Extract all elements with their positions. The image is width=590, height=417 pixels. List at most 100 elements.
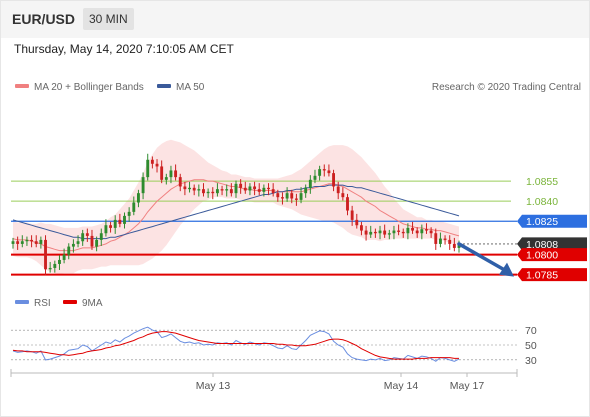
- candle-body: [373, 231, 377, 234]
- candle-body: [174, 170, 178, 178]
- candle-body: [99, 233, 103, 240]
- candle-body: [267, 187, 270, 190]
- candle-body: [392, 230, 396, 234]
- rsi-legend: RSI 9MA: [15, 298, 103, 309]
- candle-body: [192, 187, 196, 191]
- rsi-ma-legend-swatch: [63, 300, 77, 304]
- candle-body: [113, 219, 117, 228]
- candle-body: [58, 259, 61, 264]
- bollinger-legend-swatch: [15, 84, 29, 88]
- candle-body: [90, 235, 94, 247]
- candle-body: [285, 193, 289, 199]
- symbol-label: EUR/USD: [12, 11, 76, 27]
- forecast-arrow-head: [499, 262, 514, 277]
- credit-text: Research © 2020 Trading Central: [432, 82, 581, 93]
- level-label-resistance: 1.0840: [526, 196, 558, 208]
- candle-body: [188, 187, 191, 190]
- candle-body: [34, 241, 38, 244]
- candle-body: [150, 159, 154, 164]
- candle-body: [364, 230, 368, 235]
- timeframe-badge[interactable]: 30 MIN: [83, 8, 134, 30]
- candle-body: [415, 230, 419, 234]
- candle-body: [220, 189, 224, 191]
- candle-body: [332, 173, 336, 187]
- candle-body: [299, 193, 303, 200]
- candle-body: [48, 267, 52, 270]
- candle-body: [425, 229, 428, 231]
- candle-body: [448, 239, 452, 244]
- candle-body: [16, 241, 20, 244]
- candle-body: [141, 177, 145, 194]
- candle-body: [397, 230, 401, 232]
- candle-body: [215, 189, 219, 194]
- candle-body: [62, 254, 66, 260]
- candle-body: [369, 231, 373, 235]
- level-label-pivot: 1.0825: [526, 216, 558, 228]
- candle-body: [262, 187, 266, 192]
- candle-body: [39, 239, 43, 244]
- candle-body: [243, 187, 247, 191]
- candle-body: [401, 231, 405, 234]
- candle-body: [71, 243, 75, 247]
- candle-body: [387, 233, 391, 235]
- level-label-support: 1.0800: [526, 250, 558, 262]
- candle-body: [25, 239, 29, 242]
- rsi-ma-legend-label: 9MA: [82, 298, 103, 309]
- candle-body: [53, 263, 57, 268]
- widget-header: EUR/USD 30 MIN: [1, 1, 589, 38]
- candle-body: [160, 166, 164, 180]
- candle-body: [327, 170, 331, 174]
- candle-body: [146, 159, 150, 178]
- candle-body: [378, 230, 382, 234]
- rsi-tick-label: 30: [525, 355, 537, 367]
- level-label-last: 1.0808: [526, 239, 558, 251]
- candle-body: [443, 238, 447, 240]
- ma50-legend-label: MA 50: [176, 82, 205, 93]
- report-datetime: Thursday, May 14, 2020 7:10:05 AM CET: [14, 42, 234, 56]
- candle-body: [127, 211, 131, 216]
- candle-body: [308, 179, 312, 188]
- bollinger-legend-label: MA 20 + Bollinger Bands: [34, 82, 144, 93]
- candle-body: [104, 225, 108, 234]
- rsi-ma-line: [12, 331, 459, 360]
- x-axis-layer: May 13 May 14 May 17: [10, 369, 518, 392]
- candle-body: [411, 227, 414, 231]
- candlestick-layer: [11, 153, 461, 276]
- candle-body: [429, 230, 433, 234]
- forecast-arrow-shaft: [457, 242, 506, 272]
- candle-body: [420, 229, 424, 234]
- candle-body: [169, 170, 173, 178]
- candle-body: [206, 191, 210, 194]
- candle-body: [30, 239, 34, 242]
- candle-body: [257, 189, 261, 192]
- forecast-arrow-layer: [457, 242, 514, 277]
- candle-body: [452, 243, 456, 248]
- candle-body: [197, 189, 201, 191]
- candle-body: [281, 197, 284, 199]
- candle-body: [118, 219, 122, 224]
- candle-body: [132, 202, 136, 212]
- candle-body: [239, 183, 243, 188]
- candle-body: [109, 225, 113, 228]
- candle-body: [123, 215, 126, 224]
- candle-body: [313, 175, 317, 180]
- x-tick-label: May 14: [384, 380, 419, 392]
- level-label-support: 1.0785: [526, 270, 558, 282]
- price-legend: MA 20 + Bollinger Bands MA 50: [15, 82, 205, 93]
- ma50-legend-swatch: [157, 84, 171, 88]
- rsi-tick-label: 70: [525, 325, 537, 337]
- candle-body: [95, 239, 99, 247]
- rsi-legend-label: RSI: [34, 298, 51, 309]
- candle-body: [164, 177, 168, 180]
- x-tick-label: May 17: [450, 380, 485, 392]
- level-badge-pivot: [517, 214, 587, 228]
- candle-body: [44, 239, 47, 270]
- candle-body: [318, 169, 322, 176]
- candle-body: [11, 241, 15, 244]
- candle-body: [248, 186, 252, 191]
- candle-body: [350, 210, 354, 220]
- candle-body: [341, 193, 345, 198]
